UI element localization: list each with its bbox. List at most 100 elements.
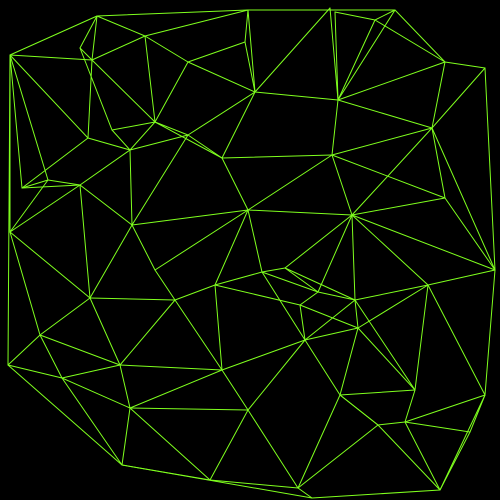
mesh-edge <box>129 134 189 151</box>
mesh-edge <box>7 54 11 366</box>
mesh-edge <box>377 421 406 426</box>
mesh-edge <box>374 9 396 21</box>
mesh-edge <box>244 9 249 43</box>
mesh-edge <box>221 369 249 411</box>
mesh-edge <box>339 389 416 396</box>
mesh-edge <box>9 184 81 233</box>
mesh-edge <box>404 421 441 491</box>
mesh-edge <box>79 47 93 61</box>
mesh-edge <box>79 15 98 49</box>
mesh-edge <box>131 134 189 226</box>
mesh-edge <box>111 129 131 151</box>
mesh-edge <box>404 394 486 423</box>
mesh-edge <box>96 15 146 37</box>
mesh-edge <box>297 424 379 489</box>
mesh-edge <box>444 197 496 271</box>
mesh-edge <box>431 127 446 199</box>
mesh-edge <box>9 54 23 189</box>
mesh-edge <box>404 421 471 433</box>
mesh-edge <box>337 9 396 101</box>
mesh-edge <box>214 271 263 286</box>
mesh-edge <box>357 327 416 391</box>
mesh-edge <box>244 41 256 93</box>
mesh-edge <box>304 339 341 396</box>
mesh-edge <box>247 154 333 211</box>
mesh-edge <box>339 327 359 396</box>
mesh-edge <box>254 91 339 101</box>
mesh-edge <box>299 291 319 306</box>
mesh-edge <box>131 209 249 226</box>
mesh-edge <box>304 327 359 341</box>
mesh-edge <box>337 99 433 129</box>
mesh-edge <box>297 487 313 499</box>
mesh-edge <box>21 184 81 189</box>
mesh-edge <box>357 284 429 329</box>
mesh-edge <box>331 99 339 156</box>
mesh-edge <box>439 394 486 491</box>
mesh-edge <box>299 304 306 341</box>
mesh-edges <box>7 7 496 499</box>
mesh-edge <box>261 271 319 293</box>
mesh-edge <box>174 284 216 301</box>
mesh-edge <box>79 149 131 186</box>
mesh-edge <box>431 61 446 129</box>
mesh-edge <box>254 7 331 93</box>
mesh-edge <box>317 214 353 293</box>
mesh-edge <box>214 284 223 371</box>
mesh-edge <box>154 61 189 123</box>
mesh-edge <box>334 11 376 21</box>
mesh-edge <box>174 299 223 371</box>
mesh-edge <box>129 407 211 481</box>
mesh-edge <box>144 35 156 123</box>
mesh-edge <box>89 297 121 366</box>
mesh-edge <box>87 59 93 139</box>
mesh-edge <box>121 407 131 466</box>
mesh-edge <box>351 214 496 271</box>
mesh-edge <box>61 364 121 379</box>
mesh-edge <box>61 377 131 409</box>
mesh-edge <box>221 154 333 159</box>
mesh-edge <box>61 377 123 466</box>
mesh-edge <box>129 149 133 226</box>
mesh-edge <box>431 127 496 271</box>
mesh-edge <box>247 209 263 273</box>
mesh-edge <box>154 121 189 136</box>
mesh-edge <box>187 91 256 136</box>
mesh-edge <box>9 15 98 56</box>
mesh-edge <box>111 121 156 131</box>
mesh-edge <box>214 209 249 286</box>
mesh-edge <box>7 364 63 379</box>
mesh-edge <box>337 61 446 101</box>
mesh-edge <box>351 214 356 301</box>
mesh-edge <box>144 35 189 63</box>
mesh-edge <box>214 284 301 306</box>
mesh-edge <box>187 134 223 159</box>
mesh-edge <box>87 137 131 151</box>
mesh-edge <box>91 35 146 61</box>
mesh-edge <box>404 389 416 423</box>
mesh-edge <box>221 339 306 371</box>
mesh-edge <box>331 154 353 216</box>
mesh-edge <box>79 47 113 131</box>
mesh-edge <box>351 197 446 216</box>
mesh-edge <box>331 127 433 156</box>
mesh-edge <box>119 364 223 371</box>
mesh-edge <box>221 91 256 159</box>
mesh-edge <box>337 19 376 101</box>
mesh-edge <box>317 291 356 301</box>
mesh-edge <box>299 304 359 329</box>
mesh-edge <box>377 424 441 491</box>
mesh-edge <box>339 394 379 426</box>
mesh-edge <box>119 299 176 366</box>
mesh-edge <box>431 67 486 129</box>
mesh-edge <box>154 121 223 159</box>
mesh-edge <box>119 364 131 409</box>
mesh-edge <box>154 269 176 301</box>
mesh-edge <box>39 334 63 379</box>
mesh-edge <box>89 224 133 299</box>
mesh-edge <box>9 54 49 181</box>
mesh-edge <box>334 11 339 101</box>
mesh-edge <box>261 271 306 341</box>
